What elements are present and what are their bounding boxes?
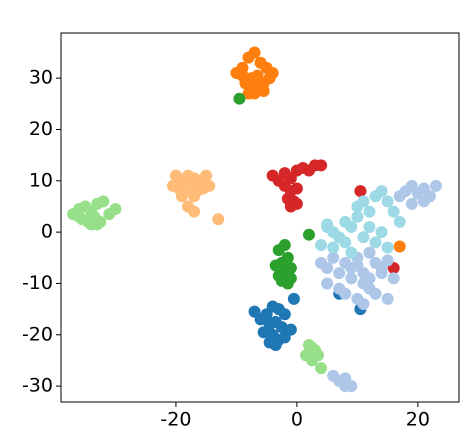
- point: [375, 267, 388, 280]
- plot-frame: [60, 32, 460, 403]
- y-tick-label: 0: [41, 221, 53, 243]
- point: [212, 213, 225, 226]
- point: [257, 84, 270, 97]
- point: [381, 292, 394, 305]
- point: [302, 228, 315, 241]
- point: [188, 190, 201, 203]
- point: [375, 185, 388, 198]
- point: [257, 326, 270, 339]
- point: [236, 69, 249, 82]
- point: [357, 297, 370, 310]
- point: [333, 267, 346, 280]
- point: [357, 231, 370, 244]
- point: [91, 218, 104, 231]
- point: [339, 287, 352, 300]
- point: [269, 339, 282, 352]
- point: [321, 262, 334, 275]
- point: [269, 259, 282, 272]
- point: [327, 251, 340, 264]
- point: [393, 215, 406, 228]
- point: [351, 259, 364, 272]
- point: [387, 205, 400, 218]
- point: [345, 272, 358, 285]
- point: [73, 210, 86, 223]
- x-tick-label: -20: [160, 409, 191, 431]
- point: [363, 282, 376, 295]
- y-tick-label: -10: [22, 272, 53, 294]
- point: [345, 220, 358, 233]
- y-tick-label: -20: [22, 323, 53, 345]
- x-tick-label: 20: [406, 409, 430, 431]
- point: [345, 246, 358, 259]
- point: [109, 203, 122, 216]
- point: [290, 182, 303, 195]
- point: [321, 220, 334, 233]
- point: [197, 182, 210, 195]
- point: [263, 72, 276, 85]
- y-tick-label: 30: [29, 67, 53, 89]
- point: [381, 254, 394, 267]
- point: [363, 220, 376, 233]
- point: [315, 159, 328, 172]
- point: [248, 305, 261, 318]
- point: [357, 195, 370, 208]
- point: [278, 331, 291, 344]
- point: [315, 362, 328, 375]
- point: [417, 195, 430, 208]
- point: [272, 244, 285, 257]
- point: [363, 205, 376, 218]
- point: [351, 210, 364, 223]
- point: [354, 185, 367, 198]
- point: [369, 236, 382, 249]
- point: [327, 241, 340, 254]
- point: [430, 179, 443, 192]
- point: [375, 226, 388, 239]
- point: [387, 272, 400, 285]
- point: [393, 240, 406, 253]
- point: [315, 238, 328, 251]
- point: [363, 246, 376, 259]
- point: [188, 205, 201, 218]
- point: [381, 195, 394, 208]
- y-tick-label: 10: [29, 169, 53, 191]
- point: [278, 308, 291, 321]
- point: [275, 321, 288, 334]
- point: [339, 236, 352, 249]
- point: [287, 292, 300, 305]
- point: [405, 197, 418, 210]
- point: [97, 195, 110, 208]
- point: [175, 190, 188, 203]
- point: [248, 87, 261, 100]
- point: [248, 46, 261, 59]
- point: [321, 277, 334, 290]
- point: [200, 169, 213, 182]
- point: [290, 197, 303, 210]
- x-tick-label: 0: [291, 409, 303, 431]
- point: [339, 380, 352, 393]
- y-tick-label: 20: [29, 118, 53, 140]
- point: [306, 341, 319, 354]
- point: [233, 92, 246, 105]
- y-tick-label: -30: [22, 375, 53, 397]
- point: [275, 274, 288, 287]
- point: [381, 241, 394, 254]
